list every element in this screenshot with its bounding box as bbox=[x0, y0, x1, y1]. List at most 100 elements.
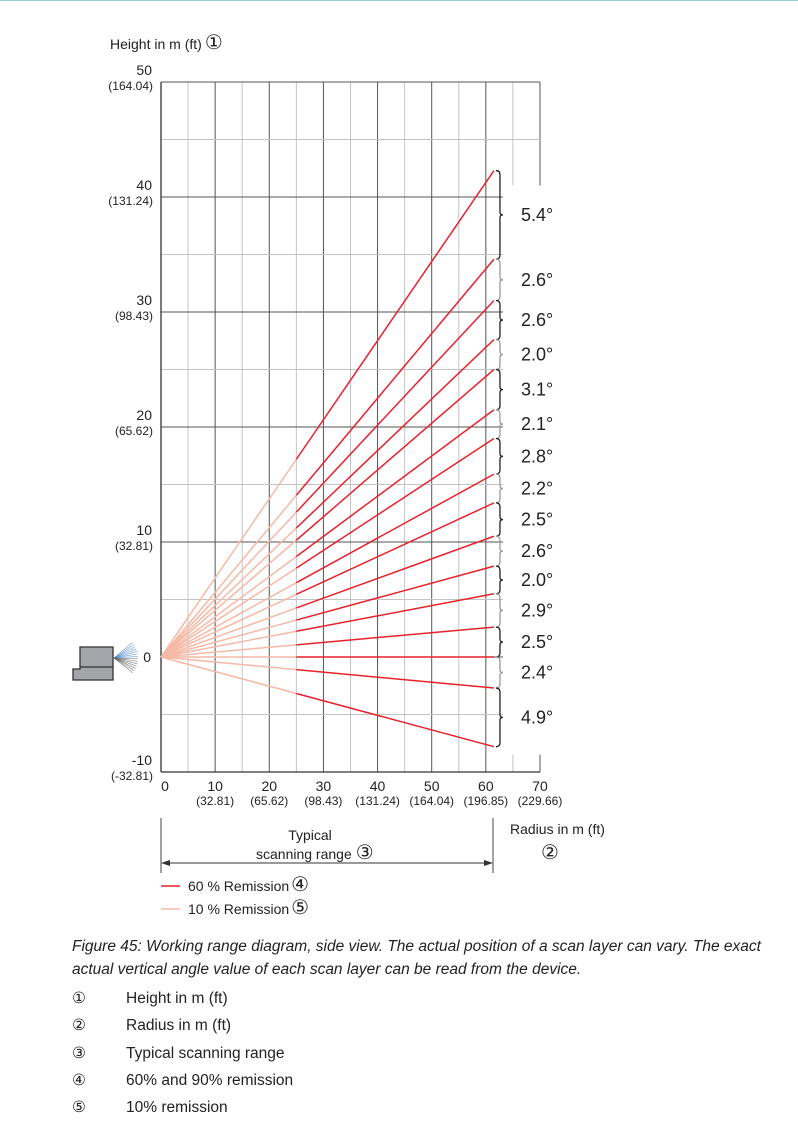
legend-label-10: 10 % Remission ⑤ bbox=[188, 897, 309, 919]
sensor-beam bbox=[113, 657, 138, 660]
scan-layer-60-remission bbox=[296, 626, 495, 646]
angle-brace bbox=[495, 409, 503, 440]
sensor-beam bbox=[113, 655, 138, 659]
scan-layer-10-remission bbox=[160, 458, 297, 658]
scan-layer-60-remission bbox=[295, 409, 495, 558]
key-text: 60% and 90% remission bbox=[126, 1071, 294, 1089]
legend-marker-10: ⑤ bbox=[291, 897, 309, 919]
y-tick-label: 0 bbox=[143, 649, 151, 665]
x-tick-sublabel: (32.81) bbox=[196, 794, 234, 808]
sensor-beam bbox=[113, 648, 137, 659]
angle-brace bbox=[495, 656, 503, 689]
sensor-beam bbox=[113, 653, 138, 659]
scan-layer-60-remission bbox=[295, 368, 495, 541]
angle-label: 2.1° bbox=[521, 414, 553, 434]
y-axis-title: Height in m (ft) ① bbox=[110, 32, 223, 54]
angle-brace bbox=[495, 169, 503, 260]
sensor-beam bbox=[113, 657, 136, 669]
sensor-beam bbox=[113, 651, 138, 659]
working-range-diagram: 5.4° 2.6° 2.6° 2.0° 3.1° 2.1° 2.8° 2.2° 2.5° 2.6°… bbox=[72, 32, 605, 919]
scan-layer-10-remission bbox=[160, 527, 297, 658]
angle-brace bbox=[495, 593, 503, 628]
scan-layer-10-remission bbox=[160, 644, 297, 658]
scanning-range-marker: ③ bbox=[356, 842, 374, 864]
sensor-beam bbox=[113, 657, 135, 672]
x-tick-sublabel: (229.66) bbox=[518, 794, 563, 808]
x-tick-sublabel: (65.62) bbox=[250, 794, 288, 808]
scan-layer-60-remission bbox=[296, 692, 495, 748]
x-axis-title: Radius in m (ft) bbox=[510, 821, 605, 837]
angle-label: 2.4° bbox=[521, 663, 553, 683]
scan-layer-60-remission bbox=[295, 437, 495, 569]
key-number: ④ bbox=[72, 1071, 86, 1089]
label-backdrop bbox=[503, 185, 563, 755]
angle-braces: 5.4° 2.6° 2.6° 2.0° 3.1° 2.1° 2.8° 2.2° 2.5° 2.6°… bbox=[495, 169, 553, 748]
y-tick-sublabel: (-32.81) bbox=[111, 769, 153, 783]
x-tick-sublabel: (164.04) bbox=[409, 794, 454, 808]
scan-layer-10-remission bbox=[160, 539, 297, 658]
grid bbox=[160, 81, 563, 773]
x-tick-sublabel: (131.24) bbox=[355, 794, 400, 808]
scan-layer-10-remission bbox=[160, 582, 297, 658]
angle-brace bbox=[495, 437, 503, 475]
key-text: Radius in m (ft) bbox=[126, 1017, 232, 1035]
key-number: ③ bbox=[72, 1044, 86, 1062]
key-text: 10% remission bbox=[126, 1099, 228, 1117]
legend-marker-60: ④ bbox=[291, 874, 309, 896]
axis-labels: 0 10(32.81)20(65.62)30(98.43)40(131.24)50… bbox=[108, 62, 562, 808]
key-number: ⑤ bbox=[72, 1099, 86, 1117]
angle-label: 3.1° bbox=[521, 380, 553, 400]
angle-brace bbox=[495, 687, 503, 748]
angle-label: 2.9° bbox=[521, 600, 553, 620]
x-tick-label: 60 bbox=[478, 778, 494, 794]
x-tick-label: 10 bbox=[207, 778, 223, 794]
key-number: ① bbox=[72, 990, 86, 1007]
y-tick-label: 30 bbox=[136, 292, 152, 308]
scan-layer-10-remission bbox=[160, 619, 297, 658]
scan-layer-60-remission bbox=[296, 502, 495, 596]
x-tick-label: 20 bbox=[261, 778, 277, 794]
angle-label: 2.5° bbox=[521, 632, 553, 652]
y-tick-label: 40 bbox=[136, 177, 152, 193]
key-text: Height in m (ft) bbox=[126, 990, 228, 1007]
x-tick-label: 70 bbox=[532, 778, 548, 794]
angle-label: 2.8° bbox=[521, 446, 553, 466]
figure-caption: Figure 45: Working range diagram, side v… bbox=[72, 938, 761, 978]
scan-layer-10-remission bbox=[160, 630, 297, 658]
sensor-beam bbox=[113, 657, 137, 667]
x-tick-label: 0 bbox=[161, 778, 169, 794]
x-axis-marker: ② bbox=[541, 842, 559, 864]
y-tick-label: 50 bbox=[136, 62, 152, 78]
key-text: Typical scanning range bbox=[126, 1044, 285, 1062]
key-item: ① Height in m (ft) bbox=[72, 989, 792, 1016]
sensor-device-icon bbox=[72, 642, 138, 681]
sensor-beam bbox=[113, 642, 133, 659]
figure-text: Figure 45: Working range diagram, side v… bbox=[72, 935, 792, 1125]
angle-label: 2.2° bbox=[521, 479, 553, 499]
y-tick-label: -10 bbox=[132, 752, 152, 768]
scan-layer-10-remission bbox=[160, 607, 297, 658]
scan-layer-60-remission bbox=[295, 473, 495, 584]
scanning-range-label-1: Typical bbox=[288, 827, 332, 843]
angle-brace bbox=[495, 258, 503, 302]
angle-label: 2.6° bbox=[521, 541, 553, 561]
angle-label: 4.9° bbox=[521, 707, 553, 727]
legend-text-60: 60 % Remission bbox=[188, 878, 289, 894]
scan-layer-10-remission bbox=[160, 567, 297, 658]
angle-brace bbox=[495, 473, 503, 504]
key-item: ⑤ 10% remission bbox=[72, 1098, 792, 1125]
scan-layer-10-remission bbox=[160, 494, 297, 658]
scan-layer-10-remission bbox=[160, 511, 297, 658]
angle-brace bbox=[495, 299, 503, 341]
scan-layer-60-remission bbox=[296, 593, 495, 633]
key-item: ③ Typical scanning range bbox=[72, 1044, 792, 1071]
angle-label: 2.6° bbox=[521, 270, 553, 290]
x-tick-label: 40 bbox=[370, 778, 386, 794]
angle-brace bbox=[495, 565, 503, 595]
legend-label-60: 60 % Remission ④ bbox=[188, 874, 309, 896]
scanning-range-text: scanning range bbox=[256, 846, 352, 862]
page-header-rule bbox=[0, 0, 798, 1]
x-tick-label: 30 bbox=[316, 778, 332, 794]
scan-layer-10-remission bbox=[160, 555, 297, 658]
angle-brace bbox=[495, 626, 503, 658]
